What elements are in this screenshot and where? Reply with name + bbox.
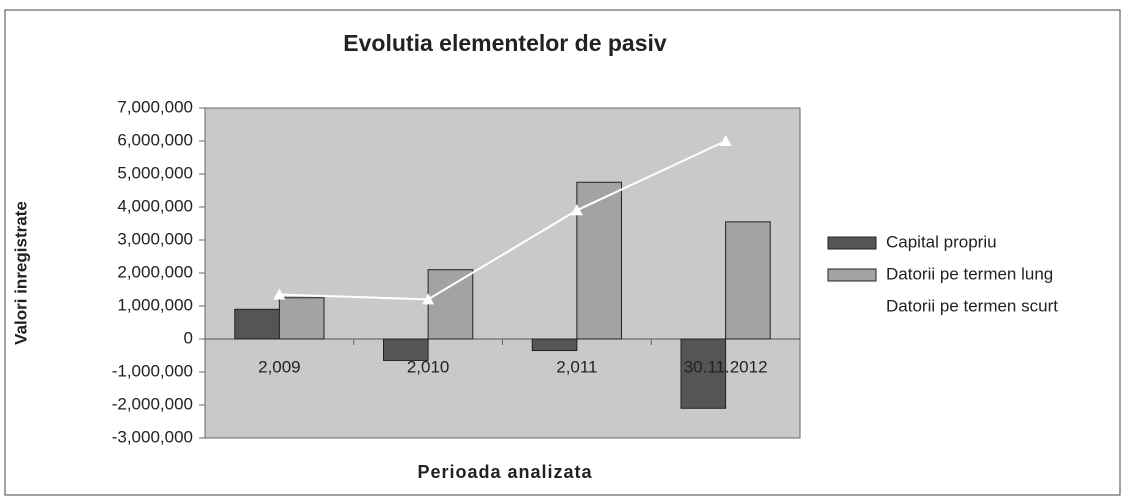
y-tick-label: 0 [184, 328, 193, 347]
y-tick-label: 5,000,000 [117, 163, 193, 182]
line [279, 140, 727, 301]
legend-label: Datorii pe termen scurt [886, 296, 1058, 315]
y-tick-label: -1,000,000 [112, 361, 193, 380]
y-tick-label: 4,000,000 [117, 196, 193, 215]
chart-title: Evolutia elementelor de pasiv [343, 30, 667, 56]
bar [576, 181, 622, 340]
y-tick-label: -2,000,000 [112, 394, 193, 413]
y-tick-label: 3,000,000 [117, 229, 193, 248]
legend-swatch [827, 236, 877, 250]
x-tick-label: 2,010 [407, 357, 450, 376]
bar [427, 269, 474, 340]
bar [725, 221, 771, 340]
x-tick-label: 30.11.2012 [684, 357, 768, 376]
y-tick-label: 6,000,000 [117, 130, 193, 149]
line-marker [570, 204, 583, 216]
line-marker [719, 135, 732, 146]
bar [680, 338, 727, 409]
y-axis-label: Valori inregistrate [11, 201, 30, 345]
bar [383, 338, 429, 361]
line-marker [422, 293, 435, 305]
legend-label: Capital propriu [886, 232, 997, 251]
y-tick-label: 7,000,000 [117, 97, 193, 116]
y-tick-label: -3,000,000 [112, 427, 193, 446]
bar [531, 338, 578, 352]
y-tick-label: 1,000,000 [117, 295, 193, 314]
line-marker [273, 288, 286, 300]
legend-swatch [827, 268, 877, 282]
bar [278, 297, 325, 340]
x-tick-label: 2,011 [556, 357, 597, 376]
x-axis-label: Perioada analizata [417, 462, 592, 482]
y-tick-label: 2,000,000 [117, 262, 193, 281]
x-tick-label: 2,009 [258, 357, 301, 376]
bar [234, 308, 280, 340]
legend-label: Datorii pe termen lung [886, 264, 1053, 283]
